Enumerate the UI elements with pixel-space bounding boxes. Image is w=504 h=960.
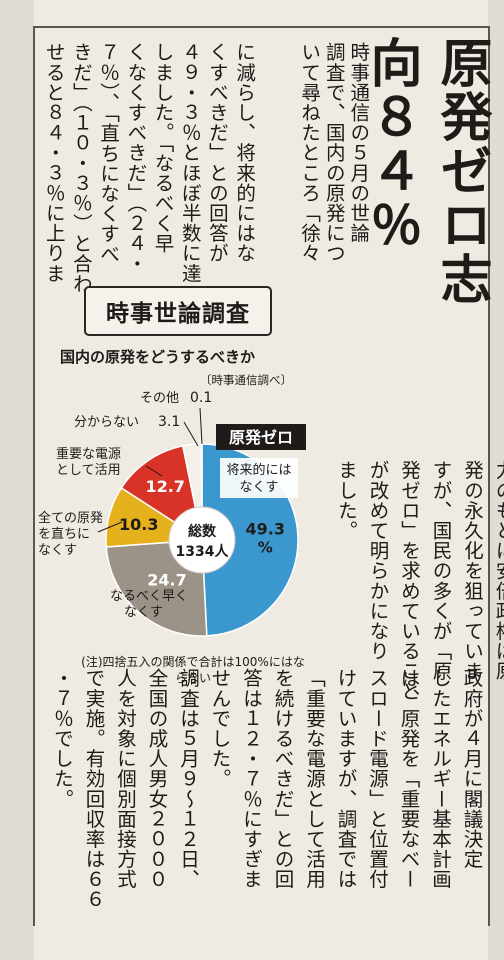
column-rule — [33, 26, 35, 926]
pie-value-label: 10.3 — [119, 515, 158, 534]
pie-center-label: 総数 — [188, 523, 217, 540]
pie-value-label: 24.7 — [147, 571, 186, 590]
leader-line — [183, 421, 199, 447]
pie-value-unit: % — [258, 538, 273, 556]
slice-label-bg — [220, 458, 298, 498]
slice-label: 将来的には — [226, 462, 291, 478]
slice-label: なくす — [239, 480, 278, 495]
slice-label: 全ての原発 — [38, 510, 103, 526]
leader-line — [145, 465, 163, 477]
lead-text-column-3: した。原発推進勢力の圧 力のもとに安倍政権は原 発の永久化を狙っていま すが、国… — [334, 460, 504, 702]
chart-source: 〔時事通信調べ〕 — [200, 373, 292, 387]
highlight-badge — [216, 424, 306, 450]
pie-value-label: 49.3 — [246, 519, 285, 538]
slice-label: を直ちに — [38, 527, 90, 542]
adjacent-column-bleed — [0, 0, 34, 960]
slice-value-label: 0.1 — [190, 390, 212, 406]
slice-label: なるべく早く — [110, 589, 188, 604]
slice-label: その他 — [140, 391, 179, 406]
pie-center-hole — [168, 506, 236, 574]
slice-label: として活用 — [56, 463, 121, 478]
pie-value-label: 12.7 — [145, 477, 184, 496]
headline: 原発ゼロ志 向８４％ — [361, 36, 492, 306]
column-rule — [488, 26, 490, 926]
slice-label: なくす — [124, 605, 163, 620]
lead-text-column-2: に減らし、将来的にはな くすべきだ」との回答が ４９・３％とほぼ半数に達 しまし… — [42, 42, 256, 294]
leader-line — [199, 407, 203, 445]
slice-label: 分からない — [74, 415, 139, 430]
slice-label: 重要な電源 — [56, 446, 121, 462]
pie-center-value: 1334人 — [176, 543, 230, 560]
column-rule — [34, 26, 488, 28]
highlight-badge-label: 原発ゼロ — [229, 428, 293, 447]
body-text-column: 政府が４月に閣議決定 したエネルギー基本計画 は、原発を「重要なベー スロード電… — [50, 668, 484, 910]
slice-label: なくす — [38, 543, 77, 558]
lead-text-column-1: 時事通信の５月の世論 調査で、国内の原発につ いて尋ねたところ「徐々 — [297, 42, 370, 264]
chart-title: 国内の原発をどうするべきか — [60, 348, 256, 366]
adjacent-column-bleed — [488, 0, 504, 960]
chart-note: (注)四捨五入の関係で合計は100%にはならない — [81, 655, 305, 685]
survey-box-title: 時事世論調査 — [84, 286, 272, 336]
slice-value-label: 3.1 — [158, 414, 180, 430]
leader-line — [97, 521, 123, 533]
